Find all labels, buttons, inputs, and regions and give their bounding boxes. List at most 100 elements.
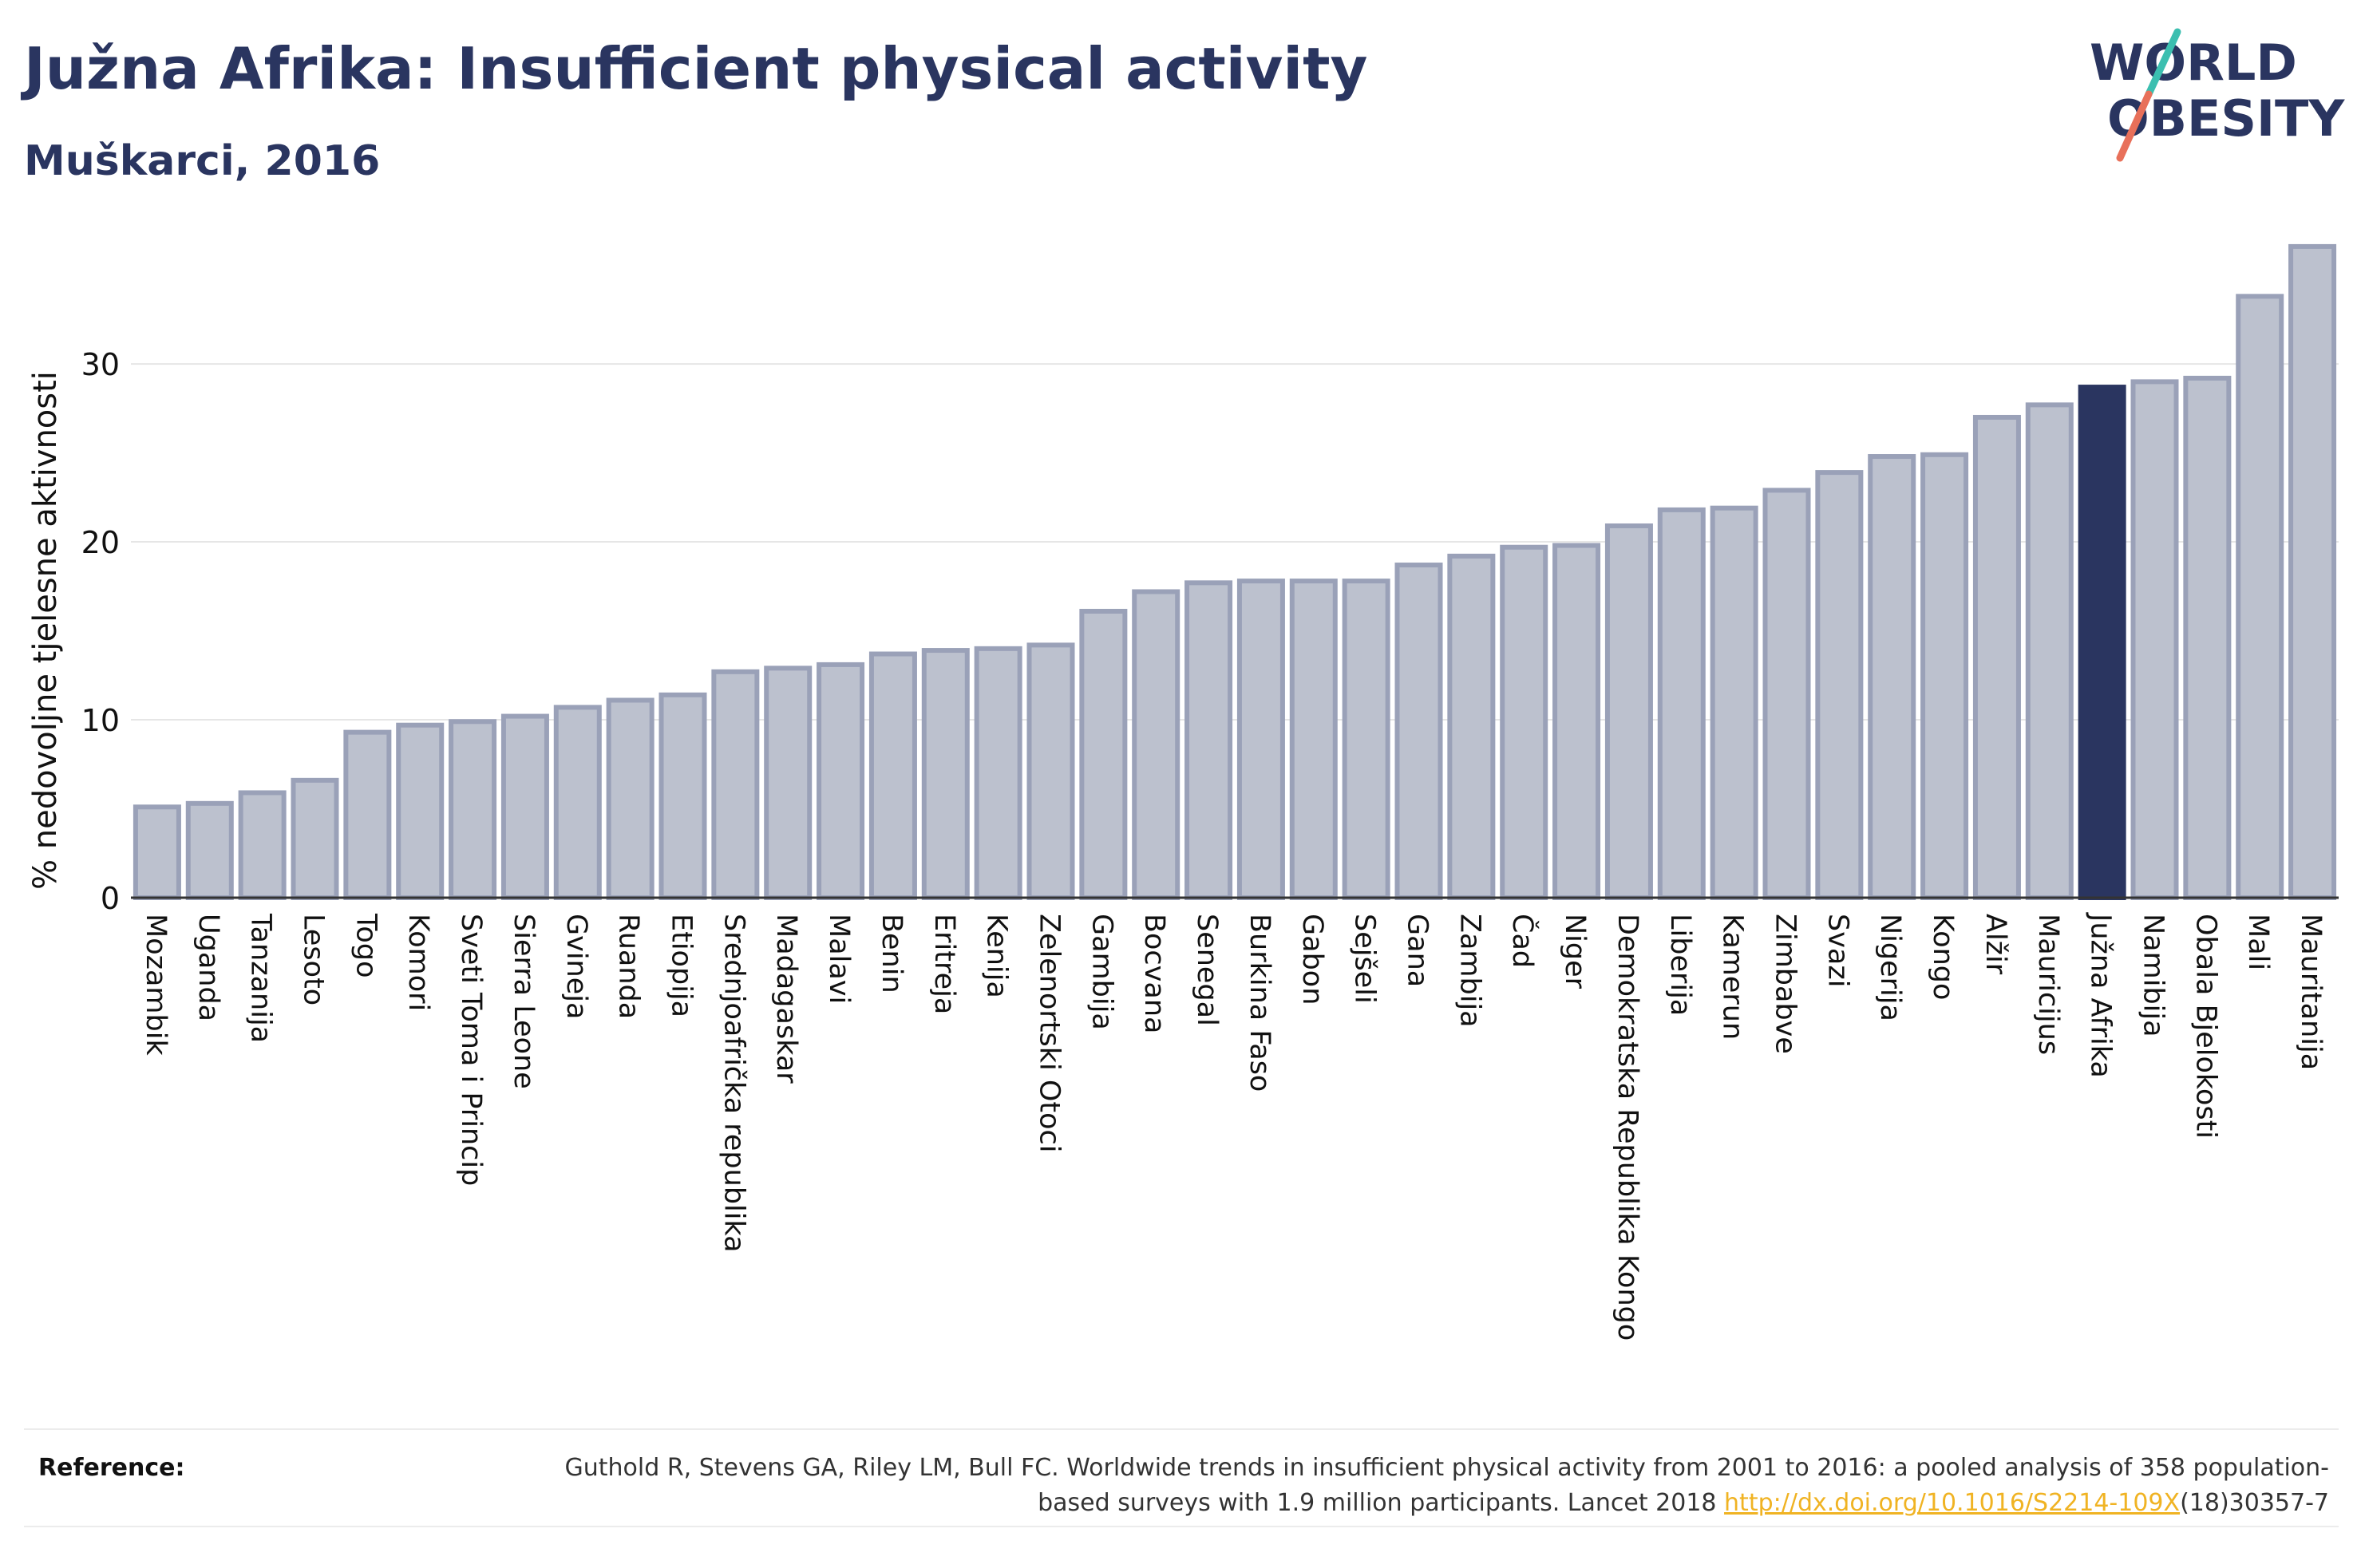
bar-gana[interactable]: [1394, 563, 1443, 900]
bar-nigerija[interactable]: [1868, 454, 1916, 900]
bar-chart: 0 10 20 30 % nedovoljne tjelesne aktivnosti…: [27, 243, 2339, 1341]
bar-gambija[interactable]: [1079, 609, 1128, 900]
bar-ruanda[interactable]: [606, 697, 655, 900]
x-tick-label: Sveti Toma i Princip: [455, 914, 487, 1186]
x-tick-label: Senegal: [1191, 914, 1223, 1026]
bar-mozambik[interactable]: [132, 804, 181, 901]
bar-srednjoafrička-republika[interactable]: [711, 669, 760, 901]
x-tick-label: Obala Bjelokosti: [2189, 914, 2221, 1139]
bar-mauritanija[interactable]: [2288, 243, 2337, 900]
bar-obala-bjelokosti[interactable]: [2183, 375, 2232, 900]
x-tick-label: Benin: [876, 914, 908, 993]
x-tick-label: Kenija: [981, 914, 1013, 998]
x-tick-label: Mali: [2242, 914, 2274, 970]
x-tick-label: Mauricijus: [2032, 914, 2064, 1055]
reference-doi-link[interactable]: http://dx.doi.org/10.1016/S2214-109X: [1724, 1489, 2181, 1517]
x-tick-label: Uganda: [192, 914, 224, 1021]
bar-kongo[interactable]: [1920, 452, 1969, 900]
bar-kamerun[interactable]: [1710, 505, 1758, 901]
bar-mali[interactable]: [2236, 294, 2284, 900]
chart-title: Južna Afrika: Insufficient physical acti…: [24, 35, 1368, 102]
y-tick-label: 30: [81, 347, 120, 382]
x-tick-label: Zelenortski Otoci: [1034, 914, 1066, 1152]
bar-gvineja[interactable]: [553, 705, 602, 901]
logo-slash-top: [2145, 28, 2181, 98]
bar-benin[interactable]: [868, 651, 917, 900]
x-tick-label: Kongo: [1927, 914, 1959, 1000]
bar-eritreja[interactable]: [921, 648, 970, 900]
bar-čad[interactable]: [1500, 544, 1548, 900]
logo-slash-bottom: [2116, 90, 2153, 162]
bar-sveti-toma-i-princip[interactable]: [449, 719, 497, 901]
grid-lines: [131, 363, 2339, 721]
reference-citation-end: (18)30357-7: [2180, 1489, 2329, 1517]
y-tick-label: 20: [81, 525, 120, 560]
bar-demokratska-republika-kongo[interactable]: [1604, 523, 1653, 901]
bar-zelenortski-otoci[interactable]: [1026, 642, 1075, 900]
x-tick-label: Južna Afrika: [2085, 912, 2117, 1078]
x-tick-label: Mauritanija: [2295, 914, 2327, 1070]
reference-text: Guthold R, Stevens GA, Riley LM, Bull FC…: [493, 1451, 2329, 1521]
x-tick-label: Svazi: [1821, 914, 1853, 987]
x-tick-label: Namibija: [2138, 914, 2169, 1037]
x-tick-label: Gambija: [1086, 914, 1117, 1030]
x-tick-label: Eritreja: [928, 914, 960, 1014]
x-tick-label: Mozambik: [140, 914, 172, 1056]
x-tick-label: Etiopija: [666, 914, 698, 1017]
bar-gabon[interactable]: [1289, 579, 1338, 900]
x-tick-label: Ruanda: [613, 914, 645, 1019]
reference-citation: Guthold R, Stevens GA, Riley LM, Bull FC…: [564, 1454, 2329, 1517]
bar-svazi[interactable]: [1815, 470, 1864, 900]
x-tick-label: Burkina Faso: [1244, 914, 1275, 1092]
x-tick-label: Madagaskar: [770, 914, 802, 1084]
reference-divider-bottom: [24, 1526, 2339, 1527]
bar-etiopija[interactable]: [658, 692, 707, 900]
bar-uganda[interactable]: [185, 800, 234, 901]
reference-label: Reference:: [38, 1454, 185, 1482]
bar-malavi[interactable]: [817, 662, 865, 900]
bars: [132, 243, 2337, 901]
y-tick-label: 10: [81, 703, 120, 738]
bar-namibija[interactable]: [2130, 379, 2179, 901]
x-tick-label: Bocvana: [1138, 914, 1170, 1033]
bar-kenija[interactable]: [974, 646, 1022, 900]
x-tick-label: Sejšeli: [1349, 914, 1381, 1004]
x-tick-label: Alžir: [1979, 914, 2011, 975]
x-tick-label: Kamerun: [1717, 914, 1749, 1040]
x-tick-label: Zambija: [1453, 914, 1485, 1028]
x-tick-label: Malavi: [823, 914, 855, 1004]
bar-madagaskar[interactable]: [764, 666, 813, 900]
bar-tanzanija[interactable]: [238, 790, 287, 900]
x-tick-label: Komori: [402, 914, 434, 1011]
bar-liberija[interactable]: [1657, 507, 1706, 901]
bar-zimbabve[interactable]: [1762, 488, 1811, 900]
bar-togo[interactable]: [343, 729, 392, 900]
chart-subtitle: Muškarci, 2016: [24, 137, 381, 185]
x-tick-label: Liberija: [1664, 914, 1696, 1016]
bar-niger[interactable]: [1552, 543, 1601, 900]
bar-sejšeli[interactable]: [1342, 579, 1390, 900]
x-tick-label: Nigerija: [1874, 914, 1906, 1021]
x-tick-label: Togo: [350, 913, 382, 978]
x-tick-label: Srednjoafrička republika: [718, 914, 749, 1253]
x-tick-label: Lesoto: [298, 914, 330, 1005]
bar-senegal[interactable]: [1184, 580, 1233, 900]
y-axis: 0 10 20 30: [81, 347, 120, 916]
reference-divider-top: [24, 1428, 2339, 1430]
bar-zambija[interactable]: [1447, 553, 1496, 900]
x-tick-label: Sierra Leone: [508, 914, 540, 1089]
x-tick-label: Tanzanija: [245, 913, 277, 1043]
bar-južna-afrika[interactable]: [2078, 385, 2126, 900]
bar-lesoto[interactable]: [291, 777, 339, 900]
bar-burkina-faso[interactable]: [1236, 579, 1285, 900]
x-tick-label: Gana: [1402, 914, 1434, 987]
bar-alžir[interactable]: [1972, 414, 2021, 900]
bar-komori[interactable]: [396, 722, 445, 900]
bar-sierra-leone[interactable]: [500, 713, 549, 900]
x-axis-labels: Mozambik Uganda Tanzanija Lesoto Togo Komori S…: [140, 912, 2327, 1341]
bar-mauricijus[interactable]: [2025, 402, 2074, 900]
bar-bocvana[interactable]: [1132, 589, 1180, 901]
logo-text-world: WORLD: [2090, 34, 2297, 92]
y-axis-label: % nedovoljne tjelesne aktivnosti: [27, 371, 64, 890]
x-tick-label: Čad: [1506, 914, 1540, 968]
